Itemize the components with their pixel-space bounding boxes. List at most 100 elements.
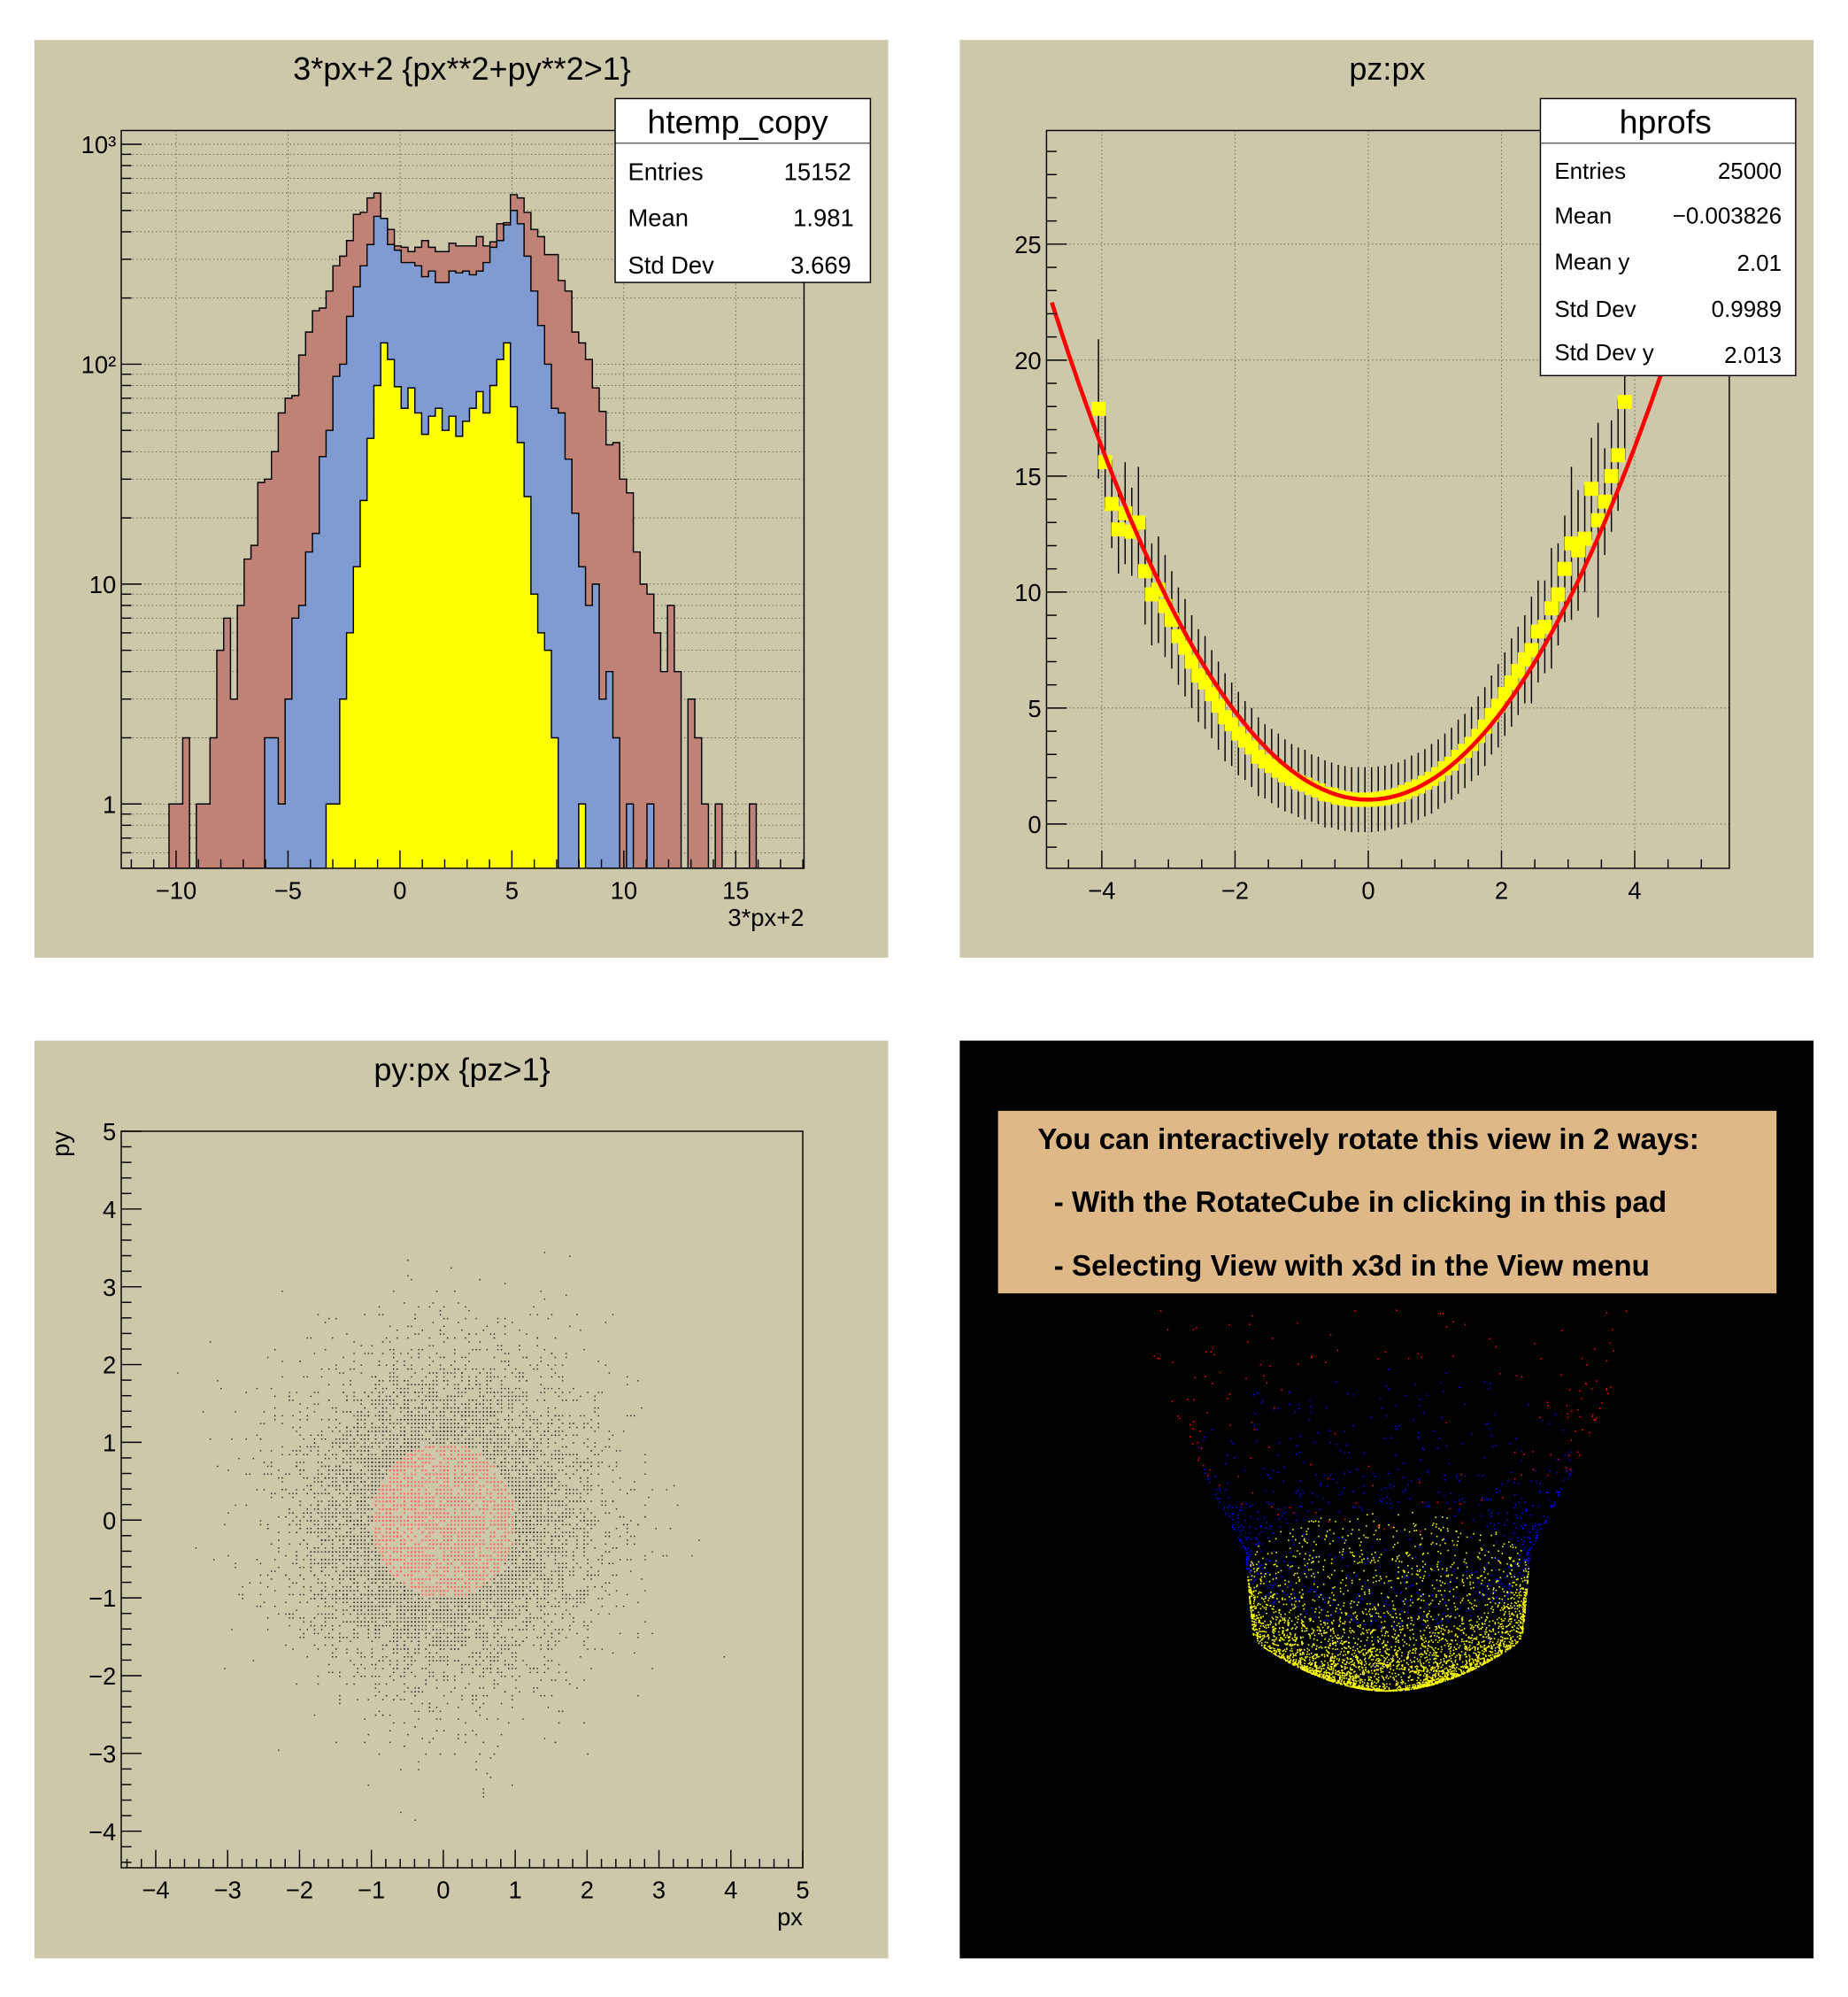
scatter-point [500,1598,503,1600]
scatter-point [418,1629,420,1631]
scatter-point [346,1652,348,1654]
scatter-point [504,1570,506,1572]
stats-name: hprofs [1620,103,1712,140]
scatter-point [468,1434,470,1437]
scatter-point [590,1578,592,1580]
scatter-point [353,1426,355,1429]
scatter-point [245,1473,247,1475]
scatter-point [439,1310,442,1312]
scatter-point [587,1624,589,1627]
scatter-point [554,1547,557,1549]
scatter-point [533,1484,535,1487]
scatter-point [454,1395,456,1398]
scatter-point [573,1566,574,1569]
scatter-point [367,1484,370,1487]
scatter-point [482,1434,484,1437]
scatter-point [576,1605,578,1608]
scatter-point [443,1671,445,1674]
histogram-outline [120,192,805,868]
scatter-point [278,1566,280,1569]
scatter-point [374,1714,377,1716]
scatter-point [482,1694,484,1697]
scatter-point [266,1356,269,1359]
scatter-point [507,1590,510,1592]
scatter-point [327,1528,330,1530]
scatter-point [339,1438,341,1440]
scatter-point [278,1477,280,1479]
scatter-point [339,1590,341,1592]
scatter-point [367,1469,370,1471]
scatter-point [327,1671,330,1674]
histogram-bin [210,737,218,868]
scatter-point [573,1461,574,1463]
scatter-point [526,1624,527,1627]
scatter-point [522,1446,524,1448]
scatter-point [353,1621,355,1623]
scatter-point [489,1757,492,1759]
histogram-bin [394,386,402,868]
scatter-point [540,1504,542,1507]
scatter-point [381,1598,384,1600]
scatter-point [389,1450,391,1452]
scatter-point [411,1376,412,1378]
scatter-point [327,1559,330,1561]
scatter-point [580,1508,581,1510]
scatter-point [339,1582,341,1584]
stats-box[interactable]: htemp_copy Entries 15152 Mean 1.981 Std … [614,97,872,283]
scatter-point [569,1598,571,1600]
scatter-point [432,1738,435,1739]
scatter-point [285,1489,287,1491]
scatter-point [227,1554,229,1557]
plot-frame[interactable] [120,129,805,869]
scatter-point [324,1585,327,1588]
scatter-point [364,1407,366,1409]
scatter-point [346,1399,348,1401]
scatter-point [529,1489,531,1491]
scatter-point [432,1426,435,1429]
scatter-point [435,1640,438,1642]
stats-box[interactable]: hprofs Entries 25000 Mean −0.003826 Mean… [1539,97,1797,377]
histogram-bin [517,442,525,868]
scatter-point [381,1465,384,1468]
scatter-point [461,1605,463,1608]
scatter-point [576,1523,578,1526]
scatter-point [324,1617,327,1619]
scatter-point [529,1574,531,1577]
scatter-point [317,1582,320,1584]
scatter-point [543,1528,546,1530]
scatter-point [374,1492,377,1494]
scatter-point [324,1547,327,1549]
scatter-point [374,1551,377,1553]
scatter-point [590,1473,592,1475]
scatter-point [486,1434,489,1437]
scatter-point [374,1598,377,1600]
scatter-point [526,1578,527,1580]
profile-point [1205,687,1220,702]
histogram-bin [462,420,470,868]
scatter-point [493,1683,496,1685]
scatter-point [414,1621,416,1623]
scatter-point [489,1585,492,1588]
scatter-point [637,1380,639,1382]
scatter-point [536,1574,538,1577]
scatter-point [310,1515,312,1518]
scatter-point [454,1403,456,1405]
scatter-point [353,1605,355,1608]
scatter-point [327,1562,330,1565]
scatter-point [374,1621,377,1623]
scatter-point [443,1613,445,1615]
scatter-point [604,1364,607,1366]
scatter-point [385,1426,388,1429]
scatter-point [331,1578,334,1580]
scatter-point [515,1434,517,1437]
scatter-point [500,1403,503,1405]
profile-point [1558,561,1572,576]
scatter-point [540,1469,542,1471]
scatter-point [526,1380,527,1382]
scatter-point [220,1387,222,1390]
scatter-point [360,1656,362,1658]
histogram-bin [230,698,238,868]
